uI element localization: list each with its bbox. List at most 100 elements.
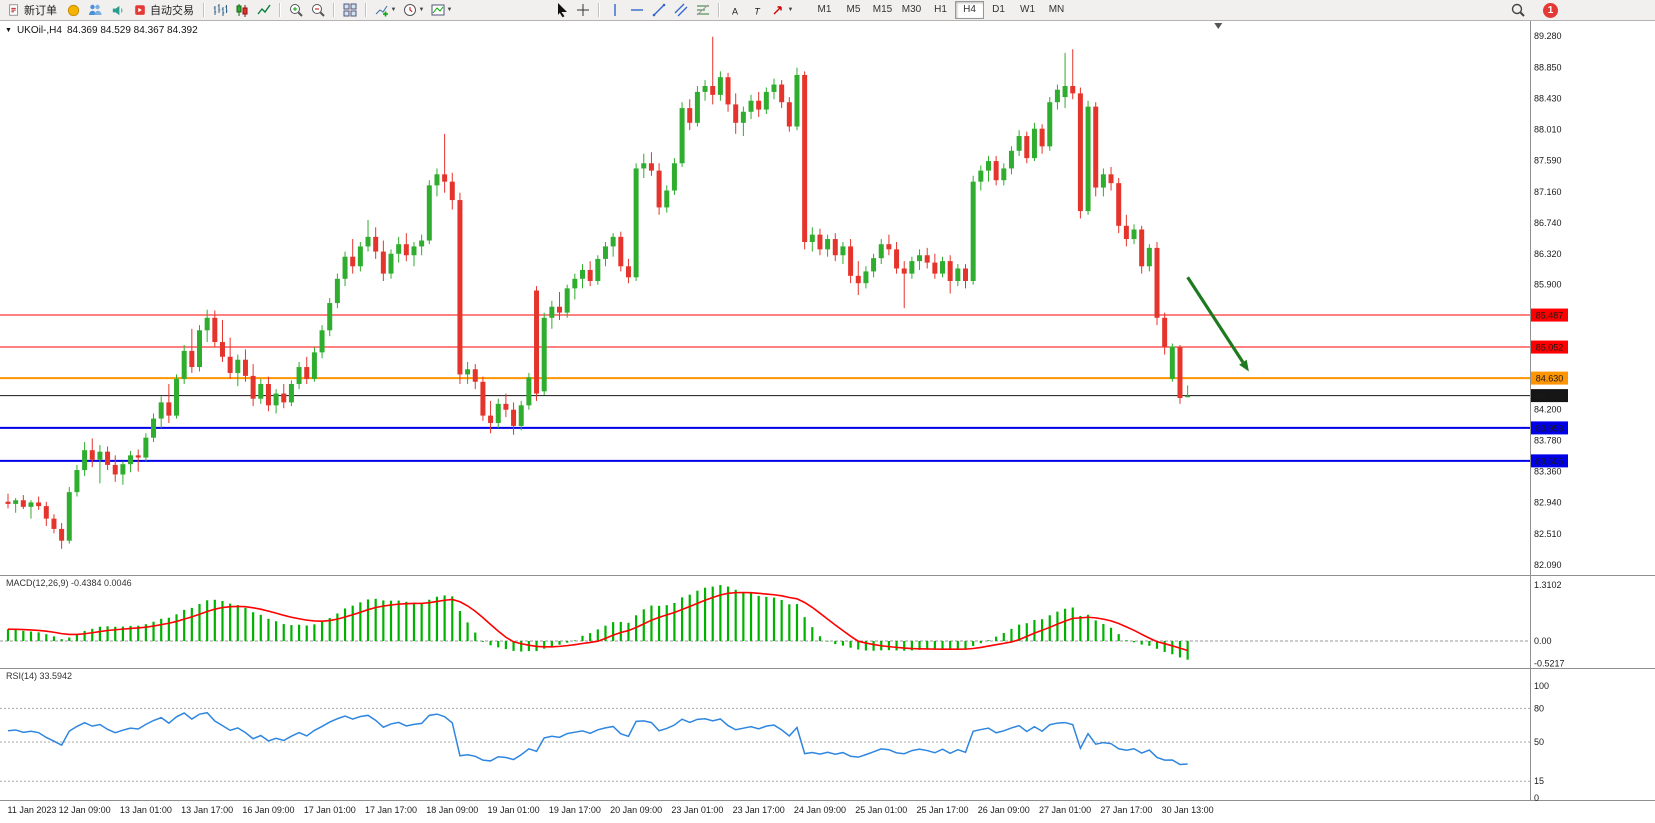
candle-body bbox=[442, 174, 448, 182]
candle-body bbox=[985, 161, 991, 171]
autotrading-button[interactable]: 自动交易 bbox=[128, 1, 199, 19]
timeframe-m5-button[interactable]: M5 bbox=[846, 4, 861, 15]
gold-button[interactable] bbox=[62, 1, 84, 19]
trendline-button[interactable] bbox=[648, 1, 670, 19]
periods-button[interactable]: ▼ bbox=[399, 1, 427, 19]
symbol-dropdown-icon[interactable]: ▼ bbox=[5, 27, 12, 34]
time-axis-label: 20 Jan 09:00 bbox=[610, 805, 662, 815]
community-icon bbox=[89, 4, 102, 15]
candle-body bbox=[1146, 247, 1152, 267]
macd-axis-label: 0.00 bbox=[1534, 636, 1552, 646]
time-axis-scale[interactable] bbox=[0, 801, 1655, 823]
fibonacci-button[interactable] bbox=[692, 1, 714, 19]
candle-body bbox=[901, 268, 907, 274]
community-button[interactable] bbox=[84, 1, 106, 19]
new-order-button[interactable]: 新订单 bbox=[2, 1, 62, 19]
indicators-button[interactable]: ▼ bbox=[371, 1, 399, 19]
tile-windows-button[interactable] bbox=[339, 1, 361, 19]
bar-chart-button[interactable] bbox=[209, 1, 231, 19]
time-axis-label: 11 Jan 2023 bbox=[8, 805, 57, 815]
notification-badge[interactable]: 1 bbox=[1543, 2, 1558, 18]
candle-body bbox=[74, 470, 80, 493]
time-axis-label: 17 Jan 01:00 bbox=[304, 805, 356, 815]
candle-body bbox=[671, 163, 677, 191]
timeframe-mn-button[interactable]: MN bbox=[1048, 4, 1065, 15]
zoom-out-button[interactable] bbox=[307, 1, 329, 19]
vertical-line-button[interactable] bbox=[604, 1, 626, 19]
candle-body bbox=[771, 84, 777, 92]
candle-body bbox=[534, 290, 540, 394]
cursor-button[interactable] bbox=[550, 1, 572, 19]
candle-body bbox=[993, 161, 999, 181]
candle-body bbox=[1093, 106, 1099, 188]
price-tag-label: 84.392 bbox=[1536, 391, 1564, 401]
timeframe-m15-button[interactable]: M15 bbox=[872, 4, 893, 15]
candle-body bbox=[1154, 247, 1160, 318]
timeframe-m1-button[interactable]: M1 bbox=[817, 4, 832, 15]
crosshair-button[interactable] bbox=[572, 1, 594, 19]
time-axis-label: 19 Jan 17:00 bbox=[549, 805, 601, 815]
alerts-button[interactable] bbox=[106, 1, 128, 19]
candle-body bbox=[219, 342, 225, 357]
new-order-icon bbox=[9, 4, 18, 16]
candle-body bbox=[1162, 317, 1168, 348]
candle-body bbox=[633, 168, 639, 278]
rsi-indicator-label: RSI(14) 33.5942 bbox=[6, 671, 73, 681]
candle-body bbox=[158, 402, 164, 419]
text-label-button[interactable]: T bbox=[746, 1, 768, 19]
candle-body bbox=[174, 378, 180, 416]
candle-body bbox=[181, 350, 187, 379]
candle-body bbox=[273, 393, 279, 406]
candle-body bbox=[265, 383, 271, 406]
candle-body bbox=[197, 330, 202, 368]
price-tag-label: 83.505 bbox=[1536, 456, 1564, 466]
candle-body bbox=[212, 317, 218, 343]
candle-body bbox=[610, 236, 616, 247]
candle-body bbox=[250, 375, 256, 399]
candle-body bbox=[311, 352, 317, 379]
text-button[interactable]: A bbox=[724, 1, 746, 19]
candle-body bbox=[656, 170, 662, 208]
horizontal-line-button[interactable] bbox=[626, 1, 648, 19]
candle-body bbox=[825, 239, 831, 250]
arrows-button[interactable]: ▼ bbox=[768, 1, 796, 19]
candlestick-chart-button[interactable] bbox=[231, 1, 253, 19]
timeframe-h4-button[interactable]: H4 bbox=[955, 1, 984, 19]
templates-button[interactable]: ▼ bbox=[427, 1, 455, 19]
zoom-in-button[interactable] bbox=[285, 1, 307, 19]
candle-body bbox=[36, 502, 42, 507]
symbol-period-label: UKOil-,H4 bbox=[16, 25, 62, 36]
candle-body bbox=[51, 518, 57, 529]
candle-body bbox=[1008, 150, 1014, 169]
candle-body bbox=[151, 418, 157, 438]
candle-body bbox=[357, 246, 363, 267]
templates-icon bbox=[431, 4, 445, 16]
candle-body bbox=[802, 74, 808, 242]
candle-body bbox=[204, 317, 210, 331]
toolbar-separator bbox=[333, 3, 335, 17]
time-axis-label: 23 Jan 17:00 bbox=[733, 805, 785, 815]
timeframe-h1-button[interactable]: H1 bbox=[934, 4, 947, 15]
line-chart-button[interactable] bbox=[253, 1, 275, 19]
price-axis-scale[interactable] bbox=[1530, 21, 1655, 801]
time-axis-label: 19 Jan 01:00 bbox=[488, 805, 540, 815]
candle-body bbox=[1139, 229, 1145, 267]
channel-button[interactable] bbox=[670, 1, 692, 19]
candle-body bbox=[855, 275, 861, 284]
candle-body bbox=[373, 236, 379, 252]
svg-text:T: T bbox=[754, 7, 761, 17]
candle-body bbox=[1070, 86, 1076, 94]
candle-body bbox=[1031, 128, 1037, 159]
candle-body bbox=[288, 383, 294, 403]
symbol-search-button[interactable] bbox=[1507, 1, 1529, 19]
candle-body bbox=[503, 403, 509, 410]
chart-title: ▼ UKOil-,H4 84.369 84.529 84.367 84.392 bbox=[5, 25, 198, 36]
horizontal-line-icon bbox=[631, 9, 643, 11]
timeframe-w1-button[interactable]: W1 bbox=[1020, 4, 1035, 15]
timeframe-d1-button[interactable]: D1 bbox=[992, 4, 1005, 15]
trend-arrow[interactable] bbox=[1186, 276, 1245, 364]
macd-indicator-label: MACD(12,26,9) -0.4384 0.0046 bbox=[6, 578, 132, 588]
candle-body bbox=[350, 256, 356, 267]
timeframe-m30-button[interactable]: M30 bbox=[901, 4, 922, 15]
